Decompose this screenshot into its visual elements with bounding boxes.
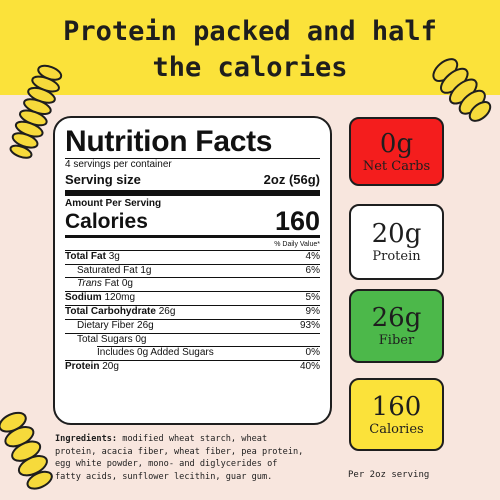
nutrient-row: Total Sugars 0g [65, 334, 320, 347]
nutrient-label: Saturated Fat [77, 264, 138, 276]
nutrient-row: Trans Fat 0g [65, 278, 320, 291]
nutrient-label: Protein [65, 361, 100, 373]
badge-value: 20g [371, 219, 422, 249]
ingredients-line: egg white powder, mono- and diglycerides… [55, 459, 278, 469]
nutrient-amount: 26g [137, 319, 154, 331]
divider [65, 318, 320, 320]
nutrient-amount: 1g [140, 264, 152, 276]
serving-size-row: Serving size 2oz (56g) [65, 172, 320, 188]
headline: Protein packed and half the calories [0, 14, 500, 86]
net-carbs-badge: 0g Net Carbs [349, 117, 444, 186]
nutrient-label: Includes 0g Added Sugars [97, 347, 214, 359]
ingredients-line: protein, acacia fiber, wheat fiber, pea … [55, 446, 304, 457]
nutrition-facts-panel: Nutrition Facts 4 servings per container… [53, 116, 332, 425]
nutrient-row: Total Carbohydrate 26g 9% [65, 306, 320, 319]
nutrient-amount: 120mg [104, 292, 136, 304]
calories-value: 160 [274, 205, 320, 236]
nutrient-dv: 93% [299, 319, 320, 331]
calories-row: Calories 160 [65, 205, 320, 236]
nutrient-label: Total Fat [65, 250, 106, 262]
nutrient-amount: 0g [135, 333, 147, 345]
ingredients-text: Ingredients: modified wheat starch, whea… [55, 433, 320, 483]
divider [65, 291, 320, 293]
nutrient-dv: 5% [305, 292, 320, 304]
headline-line-2: the calories [152, 52, 348, 83]
nutrient-dv: 0% [305, 347, 320, 359]
protein-badge: 20g Protein [349, 204, 444, 280]
nutrient-row: Saturated Fat 1g 6% [65, 265, 320, 278]
nutrient-row: Protein 20g 40% [65, 361, 320, 374]
ingredients-line: modified wheat starch, wheat [117, 434, 268, 444]
divider [65, 360, 320, 362]
nutrient-label: Total Carbohydrate [65, 305, 156, 317]
nutrient-row: Includes 0g Added Sugars 0% [65, 347, 320, 360]
divider-medium [65, 234, 320, 238]
rotini-pasta-icon [9, 64, 63, 159]
nutrient-dv: 6% [305, 264, 320, 276]
amount-per-serving: Amount Per Serving [65, 197, 162, 209]
nutrient-row: Sodium 120mg 5% [65, 292, 320, 305]
servings-per-container: 4 servings per container [65, 159, 320, 172]
badge-value: 0g [379, 128, 414, 159]
servings-text: 4 servings per container [65, 159, 172, 170]
ingredients-label: Ingredients: [55, 434, 118, 444]
nutrient-label: Sodium [65, 292, 102, 304]
nutrient-label: Dietary Fiber [77, 319, 135, 331]
nutrient-row: Total Fat 3g 4% [65, 251, 320, 264]
divider [97, 346, 320, 348]
nutrient-amount: Fat 0g [104, 278, 133, 290]
nutrient-amount: 3g [108, 250, 120, 262]
badge-label: Fiber [378, 333, 415, 348]
top-banner [0, 0, 500, 95]
nutrient-amount: 26g [158, 305, 176, 317]
badge-label: Calories [369, 421, 424, 437]
badge-label: Net Carbs [362, 158, 431, 174]
badge-value: 160 [371, 391, 422, 422]
calories-badge: 160 Calories [349, 378, 444, 451]
per-serving-note: Per 2oz serving [348, 470, 430, 480]
badge-value: 26g [371, 303, 422, 333]
divider [65, 332, 320, 334]
serving-size-value: 2oz (56g) [263, 171, 320, 187]
nutrition-facts-title: Nutrition Facts [65, 125, 273, 158]
divider [65, 277, 320, 279]
ingredients-line: fatty acids, sunflower lecithin, guar gu… [55, 471, 273, 482]
nutrient-row: Dietary Fiber 26g 93% [65, 320, 320, 333]
nutrient-label: Total Sugars [77, 333, 133, 345]
rotini-pasta-icon [432, 58, 492, 122]
nutrient-dv: 40% [299, 361, 320, 373]
fiber-badge: 26g Fiber [349, 289, 444, 363]
divider [65, 263, 320, 265]
nutrient-dv: 9% [305, 305, 320, 317]
divider [65, 304, 320, 306]
divider [65, 158, 320, 159]
headline-line-1: Protein packed and half [63, 16, 437, 47]
serving-size-label: Serving size [65, 171, 141, 187]
divider-thick [65, 189, 320, 196]
calories-label: Calories [65, 209, 148, 233]
badge-label: Protein [372, 249, 421, 264]
nutrient-amount: 20g [102, 361, 119, 373]
nutrient-dv: 4% [305, 250, 320, 262]
nutrient-label: Trans [77, 278, 102, 290]
daily-value-header: % Daily Value* [274, 240, 320, 248]
divider [65, 249, 320, 251]
rotini-pasta-icon [0, 411, 53, 490]
